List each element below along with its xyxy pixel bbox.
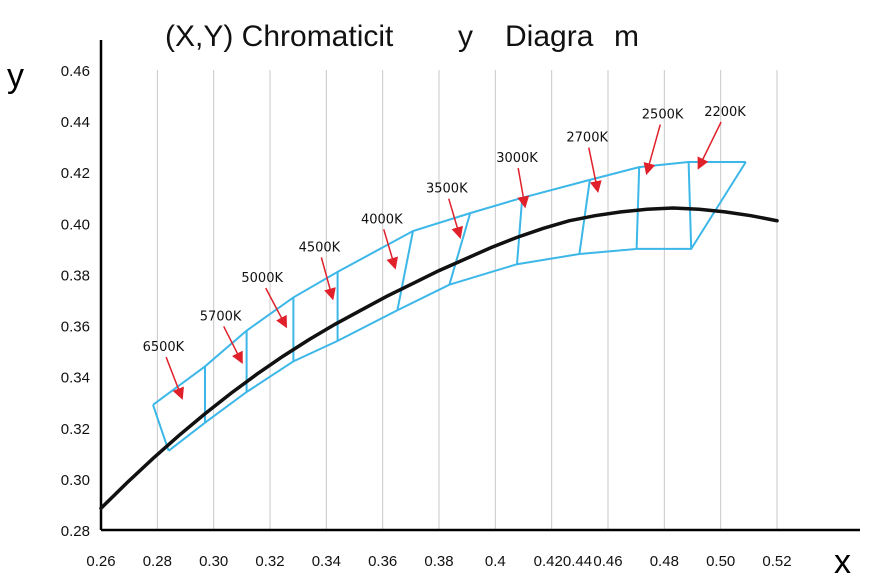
cct-arrow	[517, 167, 530, 209]
x-tick-label: 0.38	[424, 553, 453, 570]
cct-label: 2500K	[642, 108, 684, 123]
cct-label: 3000K	[496, 151, 538, 166]
x-tick-label: 0.34	[312, 553, 341, 570]
bin-divider	[635, 167, 641, 249]
cct-arrow	[643, 124, 661, 176]
cct-label: 5000K	[241, 271, 283, 286]
title-part-1: (X,Y) Chromaticit	[165, 20, 394, 53]
cct-arrow	[588, 147, 602, 194]
x-tick-label: 0.48	[650, 553, 679, 570]
bin-divider	[152, 404, 170, 452]
title-part-2: y	[458, 20, 473, 53]
cct-arrows	[165, 121, 722, 400]
cct-label: 4500K	[299, 240, 341, 255]
y-axis-label: y	[7, 57, 24, 95]
y-tick-label: 0.30	[61, 472, 90, 489]
y-tick-label: 0.36	[61, 319, 90, 336]
x-tick-label: 0.32	[255, 553, 284, 570]
x-tick-label: 0.46	[593, 553, 622, 570]
x-tick-label: 0.52	[762, 553, 791, 570]
chart-title: (X,Y) Chromaticit y Diagra m	[165, 20, 639, 53]
tick-labels: 0.280.300.320.340.360.380.400.420.440.46…	[61, 63, 792, 570]
axes	[99, 40, 860, 532]
y-tick-label: 0.38	[61, 267, 90, 284]
bin-divider	[516, 197, 524, 265]
bin-divider	[396, 230, 414, 311]
cct-arrow	[223, 326, 243, 365]
cct-arrow	[383, 229, 399, 270]
cct-label: 2700K	[566, 131, 608, 146]
bin-lower-boundary	[167, 161, 747, 452]
y-tick-label: 0.44	[61, 114, 90, 131]
y-tick-label: 0.34	[61, 370, 90, 387]
grid	[156, 70, 778, 530]
title-part-4: m	[614, 20, 639, 53]
cct-arrow	[320, 257, 336, 301]
cct-label: 4000K	[361, 212, 403, 227]
x-tick-label: 0.28	[143, 553, 172, 570]
cct-bins	[152, 161, 747, 452]
y-tick-label: 0.42	[61, 165, 90, 182]
y-tick-label: 0.32	[61, 421, 90, 438]
locus-line	[99, 206, 779, 511]
cct-arrow	[165, 356, 184, 400]
planckian-locus	[99, 206, 779, 511]
cct-label: 2200K	[704, 105, 746, 120]
x-tick-label: 0.26	[86, 553, 115, 570]
bin-divider	[448, 212, 472, 285]
y-tick-label: 0.40	[61, 216, 90, 233]
cct-arrow	[448, 198, 464, 239]
x-tick-label: 0.420.44	[534, 553, 592, 570]
x-tick-label: 0.4	[485, 553, 506, 570]
cct-label: 5700K	[200, 309, 242, 324]
bin-divider	[687, 161, 693, 249]
cct-arrow	[697, 121, 722, 170]
x-tick-label: 0.36	[368, 553, 397, 570]
x-tick-label: 0.30	[199, 553, 228, 570]
x-axis-label: x	[834, 543, 851, 581]
cct-arrow	[265, 287, 288, 329]
x-tick-label: 0.50	[706, 553, 735, 570]
title-part-3: Diagra	[505, 20, 594, 53]
cct-label: 6500K	[143, 340, 185, 355]
y-tick-label: 0.46	[61, 63, 90, 80]
y-tick-label: 0.28	[61, 523, 90, 540]
cct-label: 3500K	[426, 182, 468, 197]
cct-labels: 6500K 5700K 5000K 4500K 4000K 3500K 3000K 2700K…	[143, 105, 747, 355]
